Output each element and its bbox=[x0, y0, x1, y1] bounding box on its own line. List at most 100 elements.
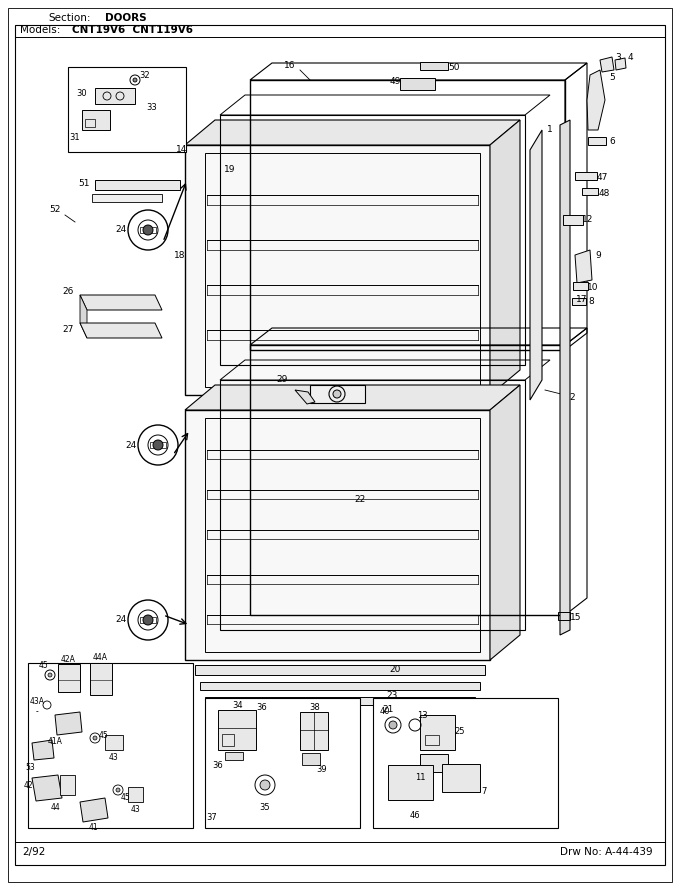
Text: 34: 34 bbox=[233, 700, 243, 709]
Text: 45: 45 bbox=[120, 794, 130, 803]
Bar bbox=[388, 765, 433, 800]
Text: 50: 50 bbox=[448, 63, 460, 72]
Bar bbox=[58, 664, 80, 692]
Text: 10: 10 bbox=[588, 282, 599, 292]
Bar bbox=[128, 787, 143, 802]
Text: 35: 35 bbox=[260, 803, 271, 812]
Bar bbox=[90, 663, 112, 695]
Text: 16: 16 bbox=[284, 61, 296, 69]
Text: Section:: Section: bbox=[48, 13, 90, 23]
Polygon shape bbox=[490, 385, 520, 660]
Polygon shape bbox=[530, 130, 542, 400]
Text: 8: 8 bbox=[588, 297, 594, 306]
Polygon shape bbox=[80, 295, 162, 310]
Text: -: - bbox=[35, 708, 38, 716]
Text: 42A: 42A bbox=[61, 656, 75, 665]
Polygon shape bbox=[560, 120, 570, 635]
Text: 23: 23 bbox=[386, 691, 398, 700]
Text: 27: 27 bbox=[63, 326, 73, 335]
Text: 25: 25 bbox=[455, 727, 465, 737]
Circle shape bbox=[48, 673, 52, 677]
Polygon shape bbox=[600, 57, 614, 72]
Bar bbox=[92, 194, 162, 202]
Text: 17: 17 bbox=[576, 295, 588, 304]
Text: 20: 20 bbox=[390, 666, 401, 675]
Text: 19: 19 bbox=[224, 166, 236, 174]
Polygon shape bbox=[615, 58, 626, 70]
Bar bbox=[420, 62, 448, 70]
Text: 45: 45 bbox=[98, 731, 108, 740]
Text: 24: 24 bbox=[125, 441, 137, 449]
Text: 13: 13 bbox=[417, 711, 427, 721]
Polygon shape bbox=[490, 120, 520, 395]
Text: 39: 39 bbox=[317, 765, 327, 774]
Text: 15: 15 bbox=[571, 613, 582, 622]
Text: 42: 42 bbox=[23, 781, 33, 789]
Text: 48: 48 bbox=[598, 189, 610, 198]
Text: 21: 21 bbox=[382, 706, 394, 715]
Text: 52: 52 bbox=[50, 206, 61, 214]
Bar bbox=[582, 188, 598, 195]
Bar bbox=[105, 735, 123, 750]
Polygon shape bbox=[80, 295, 87, 338]
Text: 40: 40 bbox=[379, 708, 390, 716]
Polygon shape bbox=[185, 385, 520, 410]
Bar bbox=[442, 764, 480, 792]
Text: 36: 36 bbox=[256, 702, 267, 711]
Bar bbox=[588, 137, 606, 145]
Text: 36: 36 bbox=[213, 760, 223, 770]
Text: 2: 2 bbox=[569, 392, 575, 401]
Polygon shape bbox=[185, 145, 490, 395]
Bar bbox=[563, 215, 583, 225]
Bar bbox=[222, 734, 234, 746]
Text: 41: 41 bbox=[88, 822, 98, 831]
Text: 18: 18 bbox=[174, 250, 186, 260]
Text: 30: 30 bbox=[77, 90, 87, 99]
Text: 38: 38 bbox=[309, 702, 320, 711]
Bar bbox=[310, 385, 365, 403]
Text: Models:: Models: bbox=[20, 25, 61, 35]
Text: 41A: 41A bbox=[48, 738, 63, 747]
Bar bbox=[558, 612, 570, 620]
Bar bbox=[400, 78, 435, 90]
Text: 22: 22 bbox=[354, 496, 366, 505]
Text: 4: 4 bbox=[627, 53, 633, 62]
Bar bbox=[95, 180, 180, 190]
Text: 44: 44 bbox=[50, 803, 60, 812]
Bar bbox=[420, 715, 455, 750]
Text: CNT19V6  CNT119V6: CNT19V6 CNT119V6 bbox=[72, 25, 193, 35]
Polygon shape bbox=[185, 410, 490, 660]
Polygon shape bbox=[80, 798, 108, 822]
Bar bbox=[95, 88, 135, 104]
Text: 43A: 43A bbox=[29, 698, 44, 707]
Text: 29: 29 bbox=[276, 376, 288, 384]
Text: 46: 46 bbox=[409, 811, 420, 820]
Text: Drw No: A-44-439: Drw No: A-44-439 bbox=[560, 847, 653, 857]
Text: 49: 49 bbox=[390, 77, 401, 86]
Bar bbox=[420, 754, 448, 772]
Polygon shape bbox=[32, 740, 54, 760]
Bar bbox=[205, 697, 475, 705]
Circle shape bbox=[143, 615, 153, 625]
Bar bbox=[195, 665, 485, 675]
Text: 31: 31 bbox=[69, 133, 80, 142]
Text: 43: 43 bbox=[108, 754, 118, 763]
Circle shape bbox=[153, 440, 163, 450]
Polygon shape bbox=[185, 120, 520, 145]
Text: 37: 37 bbox=[207, 813, 218, 821]
Circle shape bbox=[333, 390, 341, 398]
Circle shape bbox=[389, 721, 397, 729]
Text: 32: 32 bbox=[139, 70, 150, 79]
Polygon shape bbox=[32, 775, 62, 801]
Text: 11: 11 bbox=[415, 773, 425, 782]
Text: 51: 51 bbox=[78, 179, 90, 188]
Text: 5: 5 bbox=[609, 74, 615, 83]
Bar bbox=[425, 735, 439, 745]
Polygon shape bbox=[55, 712, 82, 735]
Polygon shape bbox=[295, 390, 315, 404]
Bar bbox=[373, 698, 558, 828]
Bar bbox=[573, 282, 588, 290]
Bar bbox=[572, 298, 586, 305]
Bar bbox=[302, 753, 320, 765]
Text: 53: 53 bbox=[25, 764, 35, 773]
